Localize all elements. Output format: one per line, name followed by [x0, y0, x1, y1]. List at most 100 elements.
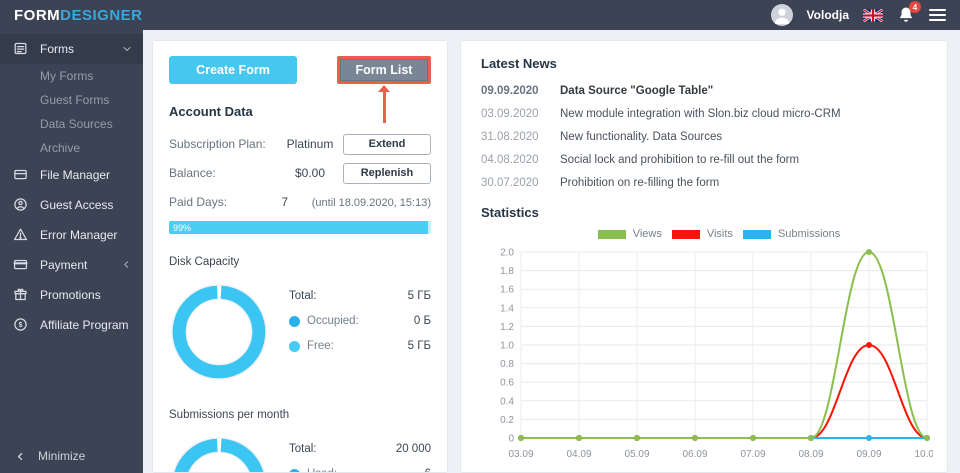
avatar[interactable]: [770, 4, 793, 26]
legend-dot: [289, 340, 300, 352]
svg-text:0.2: 0.2: [500, 415, 514, 426]
replenish-button[interactable]: Replenish: [343, 162, 431, 184]
sidebar-item-affiliate-program[interactable]: $ Affiliate Program: [0, 310, 143, 340]
chart-legend-item-submissions[interactable]: Submissions: [742, 228, 840, 240]
sidebar-item-label: Error Manager: [40, 228, 118, 242]
news-link[interactable]: Data Source "Google Table": [560, 85, 714, 97]
chart-legend-item-views[interactable]: Views: [597, 228, 662, 240]
news-item: 09.09.2020 Data Source "Google Table": [481, 84, 927, 99]
language-flag-icon[interactable]: [862, 7, 884, 23]
legend-value: 6: [425, 468, 431, 472]
news-link[interactable]: New module integration with Slon.biz clo…: [560, 108, 841, 120]
sidebar-item-archive[interactable]: Archive: [0, 136, 143, 160]
svg-text:0.6: 0.6: [500, 378, 514, 389]
news-date: 30.07.2020: [481, 177, 539, 189]
sidebar-item-label: Guest Access: [40, 198, 114, 212]
sidebar-item-error-manager[interactable]: Error Manager: [0, 220, 143, 250]
donut-legend-row: Total: 20 000: [289, 443, 431, 455]
news-link[interactable]: Prohibition on re-filling the form: [560, 177, 720, 189]
sidebar-item-my-forms[interactable]: My Forms: [0, 64, 143, 88]
donut-legend-row: Used:6: [289, 468, 431, 472]
paid-until-note: (until 18.09.2020, 15:13): [311, 197, 431, 209]
user-name[interactable]: Volodja: [806, 8, 849, 22]
progress-label: 99%: [173, 222, 192, 233]
donut-legend-row: Total: 5 ГБ: [289, 290, 431, 302]
sidebar-item-data-sources[interactable]: Data Sources: [0, 112, 143, 136]
statistics-title: Statistics: [481, 205, 539, 220]
sidebar-item-file-manager[interactable]: File Manager: [0, 160, 143, 190]
donut-chart: [169, 435, 289, 472]
menu-icon[interactable]: [929, 9, 946, 21]
donut-chart: [169, 282, 289, 387]
svg-text:07.09: 07.09: [740, 449, 765, 460]
line-chart: 0 0.2 0.4 0.6 0.8 1.0 1.2 1.4 1.6 1.8 2.0 03.09 04.0…: [481, 242, 940, 469]
paid-days-progressbar: 99%: [169, 221, 431, 234]
account-row-value: Platinum: [286, 137, 334, 151]
svg-text:06.09: 06.09: [682, 449, 707, 460]
svg-text:05.09: 05.09: [624, 449, 649, 460]
user-icon: [774, 8, 789, 25]
guest-access-icon: [13, 197, 29, 213]
account-row: Paid Days: 7 (until 18.09.2020, 15:13): [169, 191, 431, 213]
chevron-left-icon: [15, 451, 26, 462]
chart-legend: Views Visits Submissions: [511, 228, 927, 240]
news-item: 03.09.2020 New module integration with Sl…: [481, 107, 927, 122]
legend-dot: [289, 315, 300, 327]
news-date: 03.09.2020: [481, 108, 539, 120]
chart-legend-item-visits[interactable]: Visits: [671, 228, 733, 240]
donut-title: Submissions per month: [169, 409, 290, 421]
svg-text:03.09: 03.09: [508, 449, 533, 460]
minimize-label: Minimize: [38, 449, 86, 463]
legend-series-name: Views: [632, 228, 662, 240]
chevron-left-icon: [121, 259, 133, 271]
sidebar-item-promotions[interactable]: Promotions: [0, 280, 143, 310]
legend-value: 20 000: [395, 443, 431, 455]
svg-text:$: $: [19, 322, 23, 329]
minimize-button[interactable]: Minimize: [0, 439, 143, 473]
sidebar-item-forms[interactable]: Forms: [0, 34, 143, 64]
news-link[interactable]: Social lock and prohibition to re-fill o…: [560, 154, 800, 166]
sidebar-item-label: Forms: [40, 42, 74, 56]
form-list-button[interactable]: Form List: [337, 56, 431, 84]
donut-legend-row: Occupied: 0 Б: [289, 315, 431, 327]
svg-text:0.4: 0.4: [500, 396, 514, 407]
legend-swatch: [671, 229, 700, 239]
news-date: 31.08.2020: [481, 131, 539, 143]
create-form-button[interactable]: Create Form: [169, 56, 297, 84]
legend-label: Total:: [289, 443, 317, 455]
svg-text:2.0: 2.0: [500, 248, 514, 259]
svg-text:09.09: 09.09: [856, 449, 881, 460]
svg-text:1.0: 1.0: [500, 341, 514, 352]
sidebar-item-label: Data Sources: [40, 117, 113, 131]
forms-icon: [13, 41, 29, 57]
legend-label: Total:: [289, 290, 317, 302]
latest-news-title: Latest News: [481, 56, 557, 71]
account-data-title: Account Data: [169, 104, 253, 119]
sidebar-item-label: Payment: [40, 258, 88, 272]
news-date: 09.09.2020: [481, 85, 539, 97]
news-date: 04.08.2020: [481, 154, 539, 166]
account-row-label: Subscription Plan:: [169, 137, 266, 151]
news-link[interactable]: New functionality. Data Sources: [560, 131, 723, 143]
app-logo: FORMDESIGNER: [14, 7, 143, 24]
account-row: Balance: $0.00 Replenish: [169, 162, 431, 184]
svg-text:1.8: 1.8: [500, 266, 514, 277]
payment-icon: [13, 257, 29, 273]
chevron-down-icon: [121, 43, 133, 55]
notifications-bell-icon[interactable]: 4: [897, 1, 921, 24]
sidebar-item-guest-access[interactable]: Guest Access: [0, 190, 143, 220]
extend-button[interactable]: Extend: [343, 133, 431, 155]
account-panel: Create Form Form List Account Data Subsc…: [152, 40, 448, 473]
promotions-icon: [13, 287, 29, 303]
sidebar-item-guest-forms[interactable]: Guest Forms: [0, 88, 143, 112]
sidebar: Forms My Forms Guest Forms Data Sources Arch…: [0, 30, 143, 473]
legend-dot: [289, 468, 300, 472]
legend-label: Occupied:: [307, 315, 359, 327]
account-row-label: Balance:: [169, 166, 216, 180]
donut-title: Disk Capacity: [169, 256, 240, 268]
sidebar-item-payment[interactable]: Payment: [0, 250, 143, 280]
svg-text:08.09: 08.09: [798, 449, 823, 460]
legend-swatch: [597, 229, 626, 239]
sidebar-item-label: Archive: [40, 141, 81, 155]
statistics-chart: Views Visits Submissions 0 0.2 0.4 0.6 0.8 1.0 1…: [481, 228, 940, 469]
